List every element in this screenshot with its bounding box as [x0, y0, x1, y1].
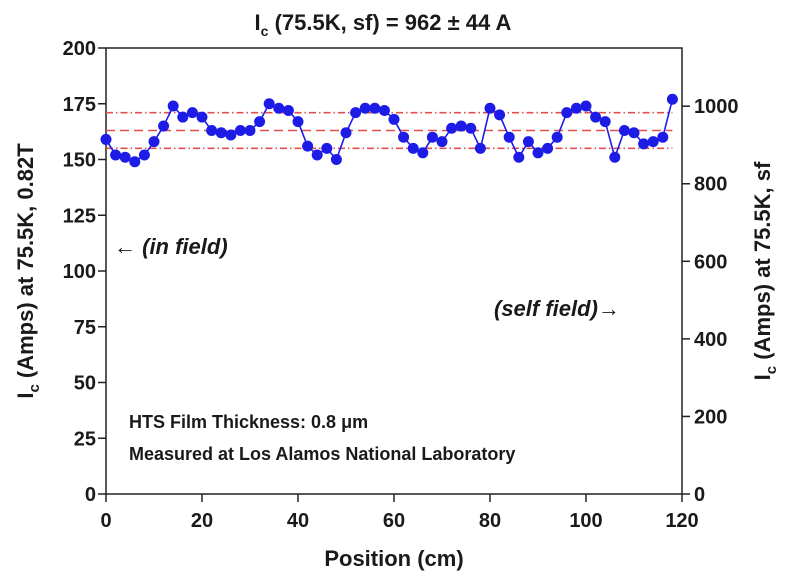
data-point: [522, 136, 534, 148]
data-point: [340, 127, 352, 139]
data-point: [206, 125, 218, 137]
data-point: [446, 122, 458, 134]
data-point: [167, 100, 179, 112]
data-point: [234, 125, 246, 137]
y2-tick-label: 1000: [694, 96, 739, 118]
y2-tick-label: 0: [694, 484, 705, 506]
data-point: [628, 127, 640, 139]
data-point: [580, 100, 592, 112]
data-point: [398, 131, 410, 143]
data-point: [321, 142, 333, 154]
data-point: [618, 125, 630, 137]
data-point: [484, 102, 496, 114]
data-point: [657, 131, 669, 143]
data-point: [407, 142, 419, 154]
y-tick-label: 175: [63, 94, 96, 116]
data-point: [177, 111, 189, 123]
data-point: [417, 147, 429, 159]
data-point: [426, 131, 438, 143]
data-point: [359, 102, 371, 114]
y2-tick-label: 800: [694, 174, 727, 196]
data-point: [378, 104, 390, 116]
y-tick-label: 25: [74, 428, 96, 450]
data-point: [474, 142, 486, 154]
data-point: [302, 140, 314, 152]
data-point: [225, 129, 237, 141]
y-axis-title-left: Ic (Amps) at 75.5K, 0.82T: [13, 143, 43, 399]
data-point: [311, 149, 323, 161]
series-group: [100, 93, 678, 168]
data-point: [570, 102, 582, 114]
self-field-annotation: (self field)→: [494, 296, 620, 321]
data-point: [503, 131, 515, 143]
data-point: [436, 136, 448, 148]
y-axis-title-right: Ic (Amps) at 75.5K, sf: [750, 161, 780, 380]
x-tick-label: 120: [665, 510, 698, 532]
data-point: [609, 151, 621, 163]
x-tick-label: 40: [287, 510, 309, 532]
x-tick-label: 100: [569, 510, 602, 532]
data-point: [590, 111, 602, 123]
y-tick-label: 75: [74, 317, 96, 339]
data-point: [542, 142, 554, 154]
x-tick-label: 20: [191, 510, 213, 532]
data-point: [186, 107, 198, 119]
chart-title: Ic (75.5K, sf) = 962 ± 44 A: [255, 10, 512, 39]
y2-tick-label: 600: [694, 251, 727, 273]
data-point: [129, 156, 141, 168]
data-point: [292, 116, 304, 128]
data-point: [215, 127, 227, 139]
y2-tick-label: 200: [694, 406, 727, 428]
data-point: [119, 151, 131, 163]
data-point: [138, 149, 150, 161]
data-point: [666, 93, 678, 105]
x-tick-label: 80: [479, 510, 501, 532]
data-point: [369, 102, 381, 114]
data-point: [350, 107, 362, 119]
data-point: [110, 149, 122, 161]
data-point: [100, 133, 112, 145]
y2-tick-label: 400: [694, 329, 727, 351]
data-point: [244, 125, 256, 137]
data-point: [532, 147, 544, 159]
data-point: [388, 113, 400, 125]
x-tick-label: 60: [383, 510, 405, 532]
reference-lines: [106, 111, 673, 150]
data-point: [551, 131, 563, 143]
x-axis-title: Position (cm): [324, 546, 463, 571]
data-point: [647, 136, 659, 148]
data-point: [638, 138, 650, 150]
data-point: [254, 116, 266, 128]
data-point: [282, 104, 294, 116]
data-point: [455, 120, 467, 132]
data-point: [273, 102, 285, 114]
data-point: [494, 109, 506, 121]
y-tick-label: 100: [63, 261, 96, 283]
data-point: [513, 151, 525, 163]
in-field-annotation: ← (in field): [114, 234, 228, 259]
y-tick-label: 125: [63, 205, 96, 227]
y-tick-label: 200: [63, 38, 96, 60]
measurement-note: Measured at Los Alamos National Laborato…: [129, 444, 515, 464]
y-tick-label: 0: [85, 484, 96, 506]
data-point: [561, 107, 573, 119]
data-point: [158, 120, 170, 132]
y-axis-ticks: 0 25 50 75 100 125 150 175 200: [63, 38, 106, 506]
data-point: [148, 136, 160, 148]
y2-axis-ticks: 0 200 400 600 800 1000: [682, 96, 739, 506]
y-tick-label: 150: [63, 150, 96, 172]
data-point: [599, 116, 611, 128]
y-tick-label: 50: [74, 373, 96, 395]
data-point: [263, 98, 275, 110]
data-point: [465, 122, 477, 134]
x-tick-label: 0: [100, 510, 111, 532]
data-point: [330, 154, 342, 165]
x-axis-ticks: 0 20 40 60 80 100 120: [100, 494, 699, 532]
film-thickness-note: HTS Film Thickness: 0.8 μm: [129, 412, 368, 432]
data-point: [196, 111, 208, 123]
